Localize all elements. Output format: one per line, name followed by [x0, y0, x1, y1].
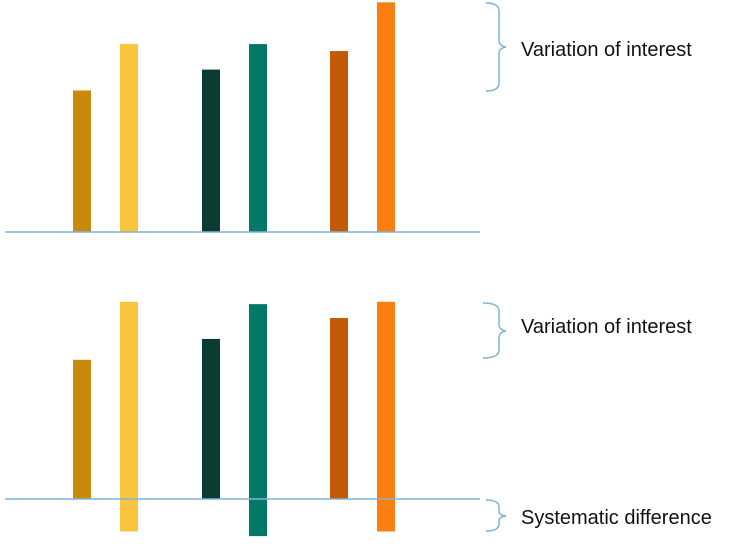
top-variation-bracket: [485, 2, 507, 92]
bottom-bar-orange-light: [377, 301, 395, 532]
systematic-difference-label: Systematic difference: [521, 507, 712, 529]
bottom-bar-gold-light: [120, 301, 138, 532]
top-bar-orange-dark: [330, 51, 348, 232]
top-bars: [73, 2, 395, 232]
top-variation-label: Variation of interest: [521, 39, 692, 61]
bottom-bar-orange-dark: [330, 318, 348, 499]
top-bar-gold-light: [120, 44, 138, 232]
top-panel: Variation of interest: [5, 2, 692, 233]
bottom-variation-bracket: [482, 302, 507, 359]
bottom-bars: [73, 301, 395, 537]
top-bar-teal-dark: [202, 69, 220, 232]
systematic-bracket: [485, 499, 507, 532]
bottom-panel: Variation of interest Systematic differe…: [5, 301, 712, 537]
top-bar-orange-light: [377, 2, 395, 232]
bottom-variation-label: Variation of interest: [521, 316, 692, 338]
bottom-bar-gold-dark: [73, 359, 91, 499]
top-bar-teal-light: [249, 44, 267, 232]
bottom-bar-teal-light: [249, 304, 267, 537]
bottom-bar-teal-dark: [202, 338, 220, 499]
top-bar-gold-dark: [73, 90, 91, 232]
